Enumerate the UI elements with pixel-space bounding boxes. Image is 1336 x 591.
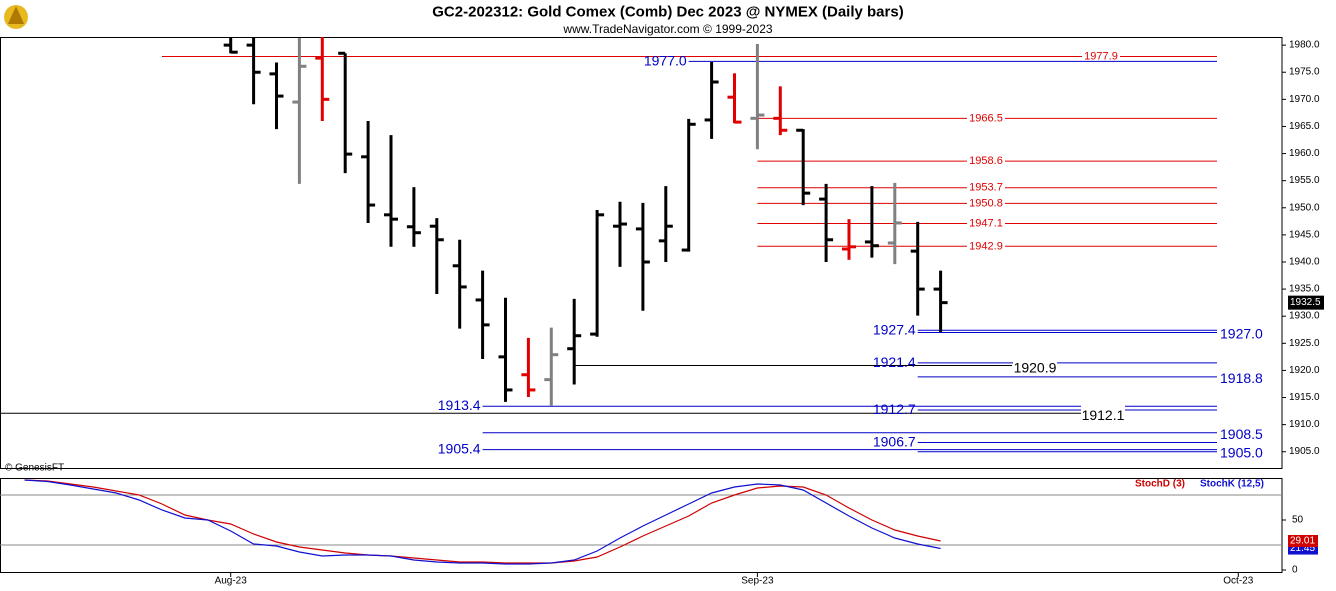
chart-subtitle: www.TradeNavigator.com © 1999-2023 [562,22,772,36]
level-label: 1905.4 [438,441,481,457]
level-label-bg [1013,357,1057,374]
price-plot: 1977.9 1966.5 1958.6 1953.7 1950.8 1947.1 1942… [0,37,1217,453]
level-label: 1912.1 [1082,407,1125,423]
level-label: 1905.0 [1220,445,1263,461]
level-label-bg [1082,50,1120,64]
level-label: 1921.4 [873,354,916,370]
y-tick-label: 1910.0 [1289,419,1320,430]
y-tick-label: 1940.0 [1289,256,1320,267]
level-label-bg [967,154,1005,168]
y-tick-label: 1945.0 [1289,229,1320,240]
level-label: 1942.9 [969,240,1003,252]
x-tick-label: Oct-23 [1223,576,1253,587]
y-tick-label: 1970.0 [1289,94,1320,105]
level-label: 1913.4 [438,397,481,413]
stoch-plot [24,479,941,565]
level-label-bg [967,111,1005,125]
level-label: 1953.7 [969,182,1003,194]
y-tick-label: 1980.0 [1289,40,1320,51]
last-price-label: 1932.5 [1290,297,1321,308]
level-label: 1950.8 [969,197,1003,209]
chart-title: GC2-202312: Gold Comex (Comb) Dec 2023 @… [432,4,903,21]
y-tick-label: 1930.0 [1289,311,1320,322]
level-label: 1920.9 [1014,360,1057,376]
y-tick-label: 1955.0 [1289,175,1320,186]
level-label-bg [967,216,1005,230]
level-label: 1912.7 [873,401,916,417]
lower-panel-frame [0,478,1283,573]
main-panel-frame [0,37,1283,469]
x-tick-label: Aug-23 [215,576,248,587]
logo [4,5,28,29]
watermark: © GenesisFT [5,463,64,474]
level-label: 1927.4 [873,321,916,337]
level-label: 1977.9 [1084,51,1118,63]
level-label-bg [967,196,1005,210]
y-tick-label: 1950.0 [1289,202,1320,213]
level-label: 1966.5 [969,112,1003,124]
y-tick-label: 1915.0 [1289,392,1320,403]
last-value-label: 29.01 [1290,535,1315,546]
y-tick-label: 1935.0 [1289,284,1320,295]
y-tick-label: 1965.0 [1289,121,1320,132]
y-tick-label: 0 [1292,565,1298,576]
y-tick-label: 1920.0 [1289,365,1320,376]
y-tick-label: 1960.0 [1289,148,1320,159]
stoch-line [24,479,941,565]
last-value-label: 21.45 [1290,543,1315,554]
last-price-box [1288,295,1324,310]
level-label: 1918.8 [1220,370,1263,386]
y-tick-label: 1925.0 [1289,338,1320,349]
level-label: 1958.6 [969,155,1003,167]
y-tick-label: 50 [1292,515,1304,526]
level-label-bg [1081,405,1125,422]
level-label: 1908.5 [1220,426,1263,442]
level-label: 1977.0 [644,52,687,68]
last-value-box [1288,534,1318,547]
level-label: 1947.1 [969,217,1003,229]
level-label: 1927.0 [1220,325,1263,341]
x-tick-label: Sep-23 [741,576,774,587]
y-tick-label: 1975.0 [1289,67,1320,78]
level-label: 1906.7 [873,434,916,450]
level-label-bg [967,181,1005,195]
level-label-bg [967,239,1005,253]
legend-label: StochK (12,5) [1200,479,1264,490]
y-tick-label: 1905.0 [1289,446,1320,457]
legend-label: StochD (3) [1135,479,1185,490]
